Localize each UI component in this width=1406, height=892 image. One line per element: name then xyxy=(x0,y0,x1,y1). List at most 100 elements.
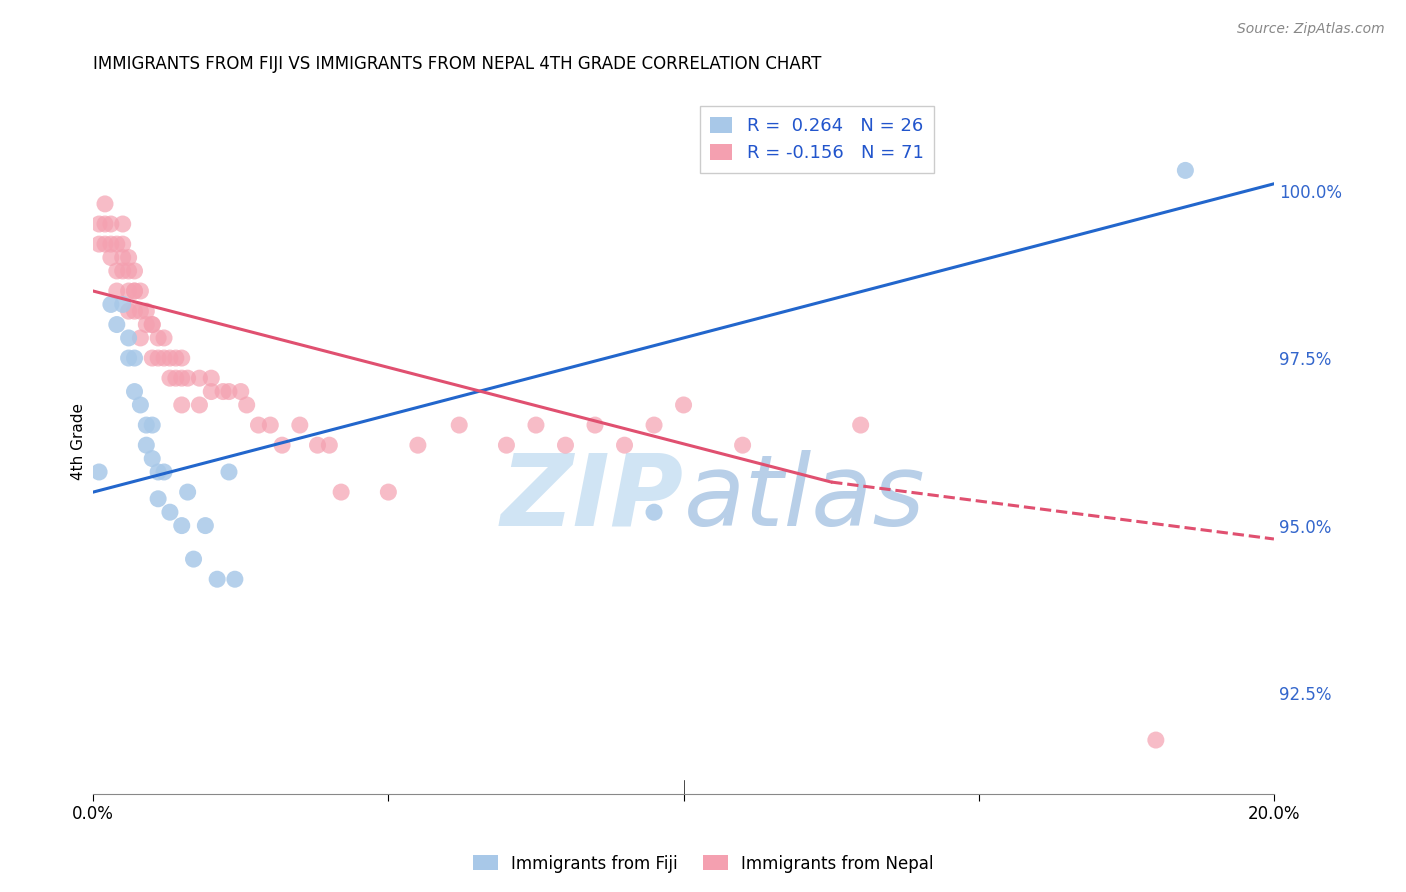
Point xyxy=(124,284,146,298)
Point xyxy=(183,552,205,566)
Point xyxy=(524,418,547,433)
Point xyxy=(449,418,471,433)
Point xyxy=(194,518,217,533)
Point xyxy=(849,418,872,433)
Point xyxy=(224,572,246,586)
Point xyxy=(153,351,176,365)
Point xyxy=(159,351,181,365)
Point xyxy=(129,284,152,298)
Point xyxy=(271,438,294,452)
Point xyxy=(307,438,329,452)
Point xyxy=(124,264,146,278)
Text: Source: ZipAtlas.com: Source: ZipAtlas.com xyxy=(1237,22,1385,37)
Point xyxy=(1174,163,1197,178)
Point xyxy=(170,371,193,385)
Point xyxy=(87,217,110,231)
Point xyxy=(105,264,128,278)
Text: atlas: atlas xyxy=(683,450,925,547)
Point xyxy=(124,304,146,318)
Point xyxy=(218,465,240,479)
Point xyxy=(100,237,122,252)
Point xyxy=(229,384,252,399)
Point xyxy=(318,438,340,452)
Point xyxy=(159,371,181,385)
Point xyxy=(94,217,117,231)
Point xyxy=(170,351,193,365)
Point xyxy=(146,351,169,365)
Point xyxy=(141,318,163,332)
Point xyxy=(117,331,139,345)
Point xyxy=(259,418,281,433)
Point xyxy=(495,438,517,452)
Point xyxy=(129,304,152,318)
Point xyxy=(111,264,134,278)
Point xyxy=(87,465,110,479)
Point xyxy=(643,505,665,519)
Point xyxy=(111,251,134,265)
Point xyxy=(200,384,222,399)
Point xyxy=(129,398,152,412)
Point xyxy=(129,331,152,345)
Point xyxy=(117,251,139,265)
Point xyxy=(153,465,176,479)
Point xyxy=(111,237,134,252)
Text: ZIP: ZIP xyxy=(501,450,683,547)
Point xyxy=(153,331,176,345)
Point xyxy=(176,485,198,500)
Point xyxy=(643,418,665,433)
Point xyxy=(583,418,606,433)
Point xyxy=(146,491,169,506)
Point xyxy=(124,351,146,365)
Point xyxy=(731,438,754,452)
Point xyxy=(1144,733,1167,747)
Legend: R =  0.264   N = 26, R = -0.156   N = 71: R = 0.264 N = 26, R = -0.156 N = 71 xyxy=(700,106,935,173)
Point xyxy=(100,297,122,311)
Point xyxy=(100,217,122,231)
Point xyxy=(159,505,181,519)
Point xyxy=(235,398,257,412)
Point xyxy=(247,418,270,433)
Point xyxy=(124,384,146,399)
Point xyxy=(94,197,117,211)
Point xyxy=(330,485,353,500)
Point xyxy=(170,398,193,412)
Point xyxy=(135,438,157,452)
Point xyxy=(117,351,139,365)
Text: IMMIGRANTS FROM FIJI VS IMMIGRANTS FROM NEPAL 4TH GRADE CORRELATION CHART: IMMIGRANTS FROM FIJI VS IMMIGRANTS FROM … xyxy=(93,55,821,73)
Point xyxy=(176,371,198,385)
Point xyxy=(135,304,157,318)
Point xyxy=(188,371,211,385)
Point xyxy=(146,465,169,479)
Point xyxy=(87,237,110,252)
Point xyxy=(100,251,122,265)
Point xyxy=(165,371,187,385)
Point xyxy=(117,304,139,318)
Point xyxy=(613,438,636,452)
Point xyxy=(212,384,235,399)
Point xyxy=(406,438,429,452)
Point xyxy=(218,384,240,399)
Point xyxy=(135,318,157,332)
Point xyxy=(94,237,117,252)
Point xyxy=(105,284,128,298)
Point xyxy=(105,237,128,252)
Point xyxy=(377,485,399,500)
Point xyxy=(117,284,139,298)
Point xyxy=(170,518,193,533)
Point xyxy=(205,572,228,586)
Point xyxy=(288,418,311,433)
Point xyxy=(135,418,157,433)
Point xyxy=(111,297,134,311)
Point xyxy=(141,451,163,466)
Point xyxy=(188,398,211,412)
Y-axis label: 4th Grade: 4th Grade xyxy=(72,403,86,480)
Point xyxy=(165,351,187,365)
Point xyxy=(141,351,163,365)
Point xyxy=(117,264,139,278)
Point xyxy=(554,438,576,452)
Point xyxy=(141,318,163,332)
Point xyxy=(105,318,128,332)
Legend: Immigrants from Fiji, Immigrants from Nepal: Immigrants from Fiji, Immigrants from Ne… xyxy=(465,848,941,880)
Point xyxy=(124,284,146,298)
Point xyxy=(111,217,134,231)
